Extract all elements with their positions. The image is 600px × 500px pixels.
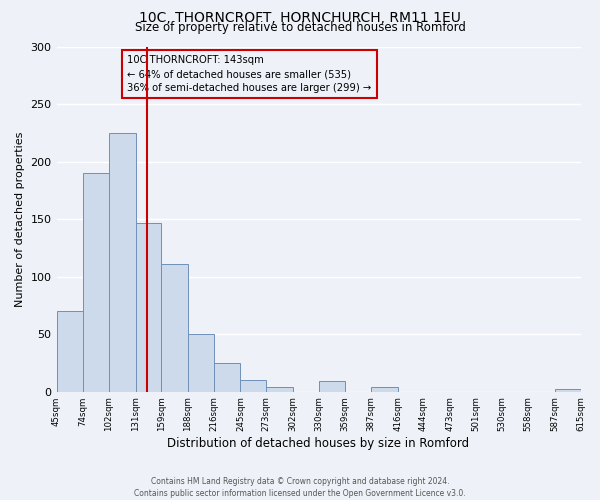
Bar	[161, 264, 188, 392]
Bar	[188, 334, 214, 392]
X-axis label: Distribution of detached houses by size in Romford: Distribution of detached houses by size …	[167, 437, 470, 450]
Bar	[136, 222, 161, 392]
Bar	[266, 387, 293, 392]
Y-axis label: Number of detached properties: Number of detached properties	[15, 132, 25, 307]
Bar	[56, 311, 83, 392]
Text: Contains HM Land Registry data © Crown copyright and database right 2024.
Contai: Contains HM Land Registry data © Crown c…	[134, 476, 466, 498]
Bar	[109, 133, 136, 392]
Bar	[371, 387, 398, 392]
Text: 10C, THORNCROFT, HORNCHURCH, RM11 1EU: 10C, THORNCROFT, HORNCHURCH, RM11 1EU	[139, 11, 461, 25]
Bar	[214, 363, 241, 392]
Bar	[555, 390, 581, 392]
Text: Size of property relative to detached houses in Romford: Size of property relative to detached ho…	[134, 21, 466, 34]
Bar	[319, 382, 345, 392]
Bar	[83, 173, 109, 392]
Bar	[241, 380, 266, 392]
Text: 10C THORNCROFT: 143sqm
← 64% of detached houses are smaller (535)
36% of semi-de: 10C THORNCROFT: 143sqm ← 64% of detached…	[127, 55, 371, 93]
